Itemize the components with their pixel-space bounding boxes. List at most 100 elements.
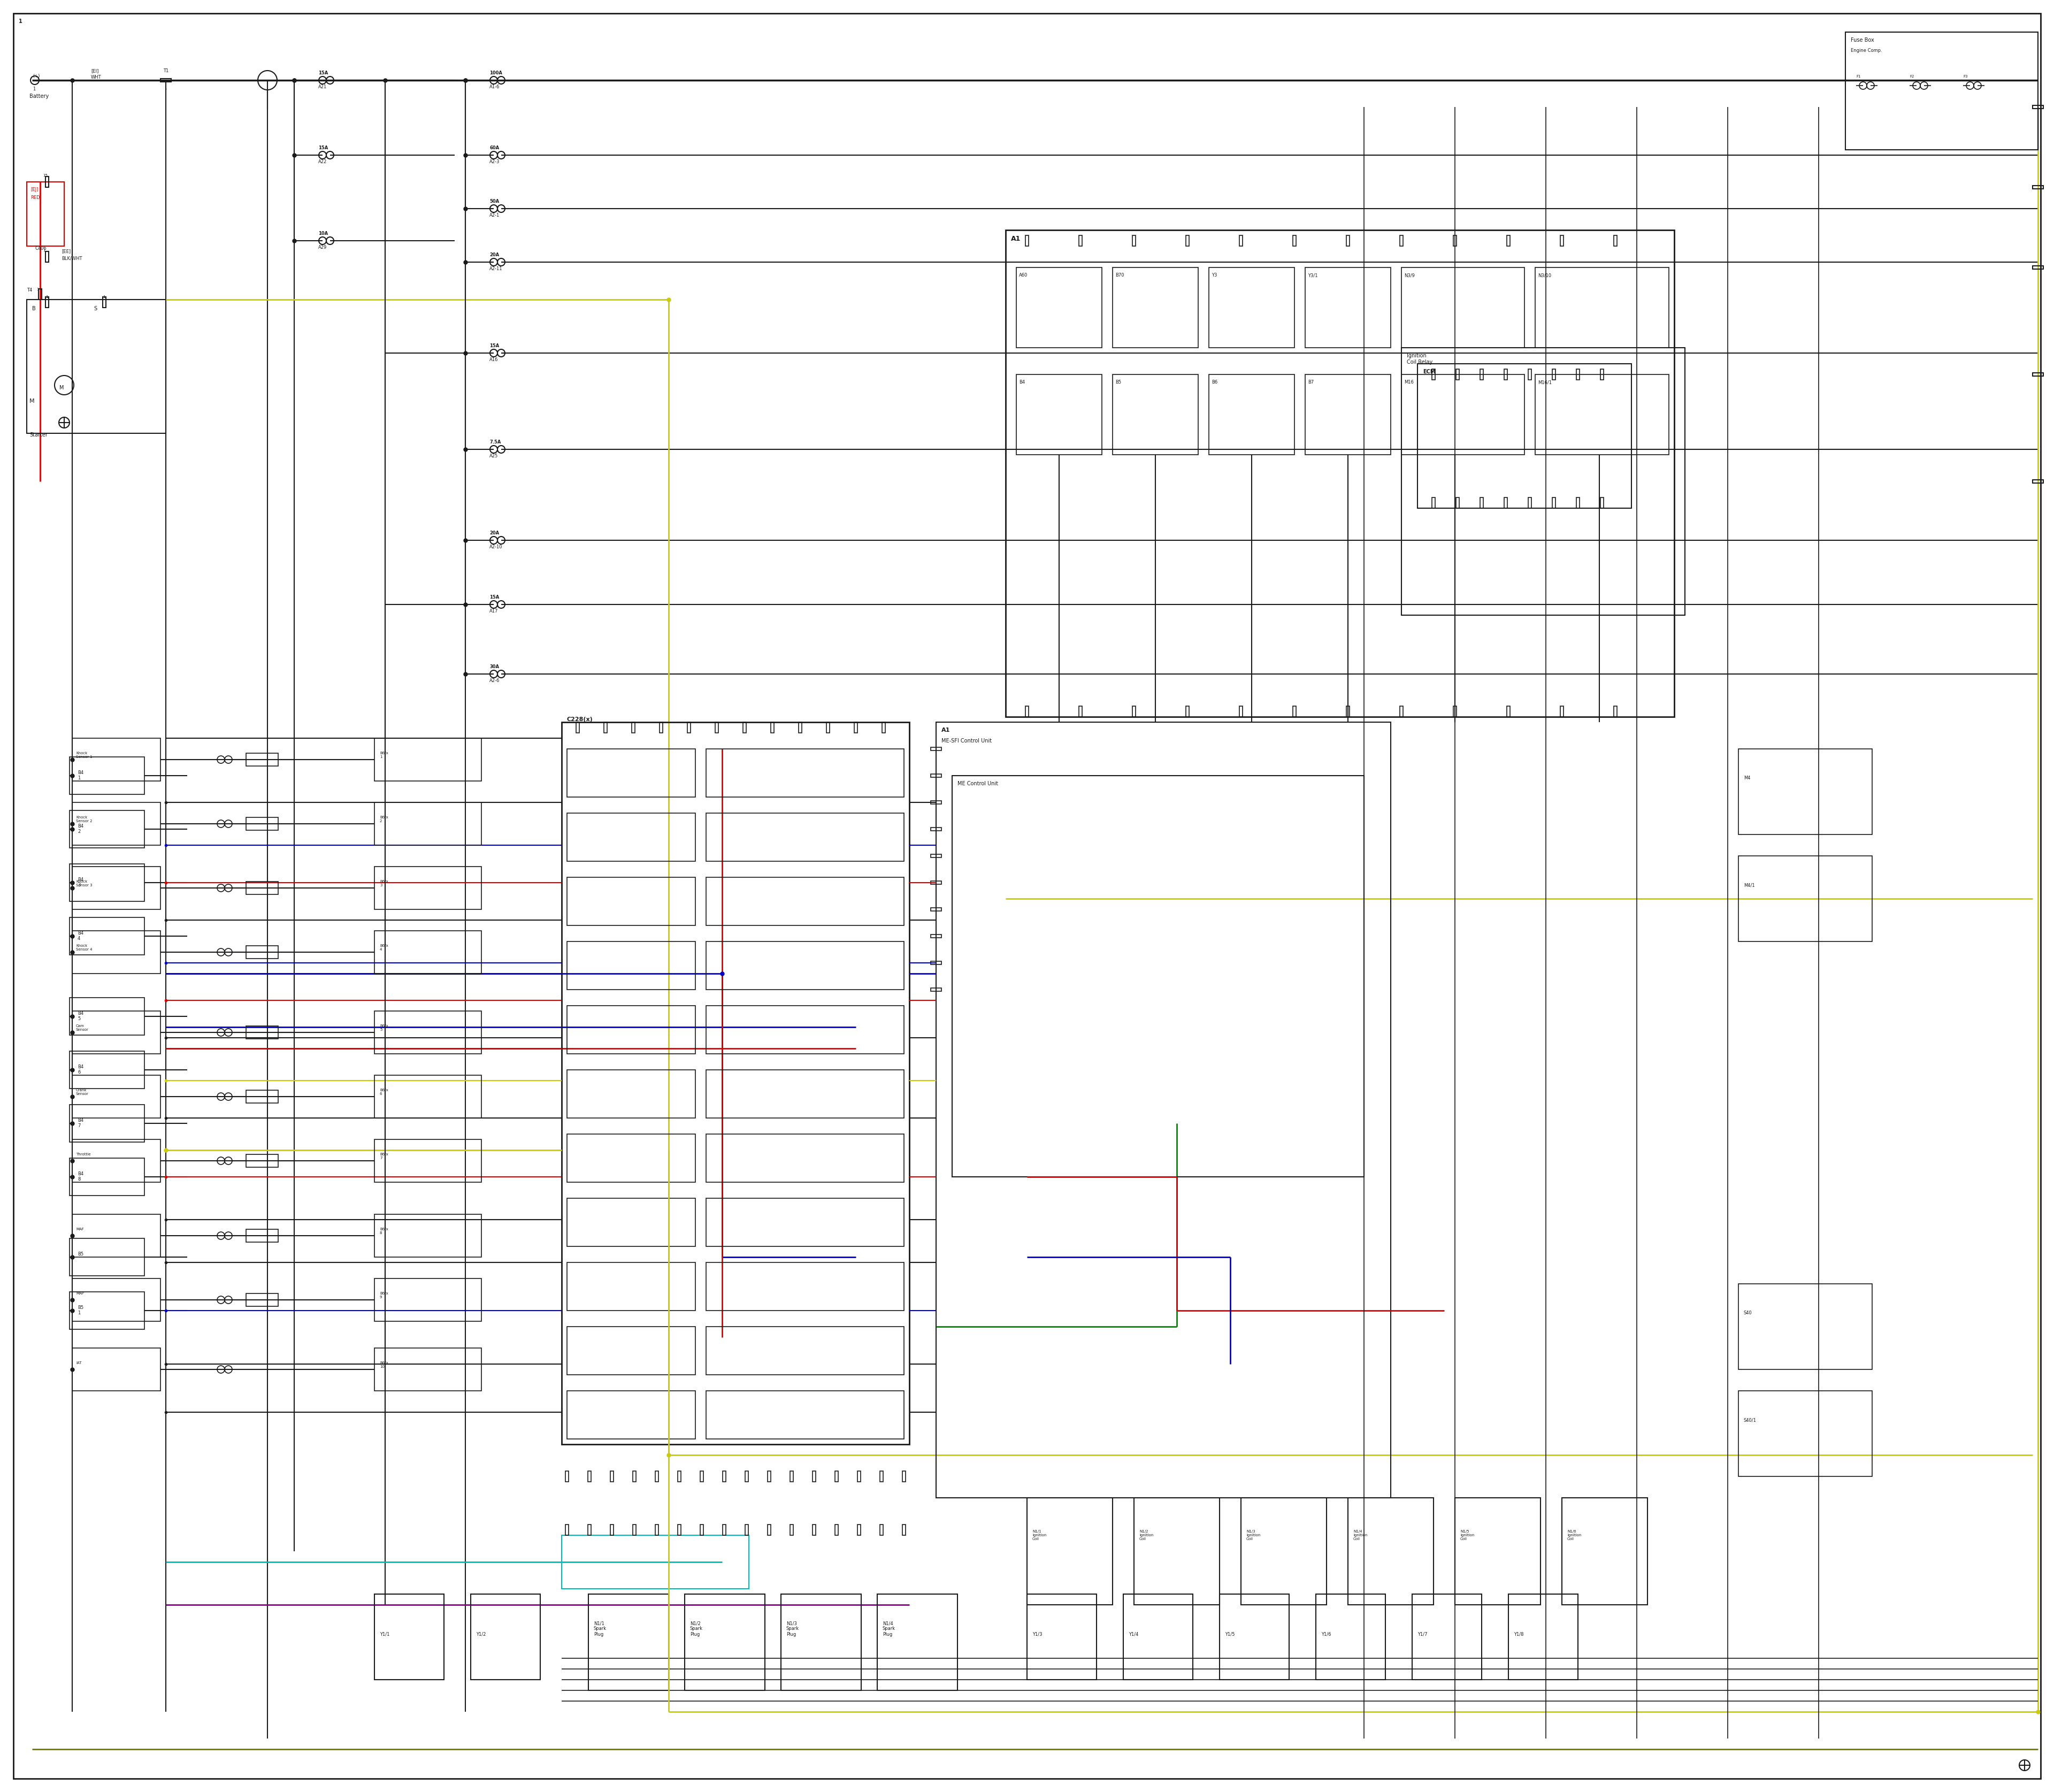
Bar xyxy=(857,1471,861,1482)
Bar xyxy=(246,1090,277,1104)
Bar xyxy=(1401,348,1684,615)
Text: C406: C406 xyxy=(35,246,47,251)
Bar xyxy=(374,1348,481,1391)
Bar xyxy=(746,1471,748,1482)
Text: B4
6: B4 6 xyxy=(78,1064,84,1075)
Bar xyxy=(1113,267,1197,348)
Bar xyxy=(1006,229,1674,717)
Bar xyxy=(1575,498,1580,509)
Text: M16: M16 xyxy=(1405,380,1413,385)
Bar xyxy=(604,722,608,733)
Bar xyxy=(854,722,857,733)
Bar xyxy=(2033,186,2044,188)
Text: B4
4: B4 4 xyxy=(78,930,84,941)
Text: N3/10: N3/10 xyxy=(1538,272,1551,278)
Bar xyxy=(561,722,910,1444)
Text: A1: A1 xyxy=(941,728,951,733)
Bar xyxy=(707,749,904,797)
Bar xyxy=(1432,498,1436,509)
Text: 15: 15 xyxy=(43,174,47,177)
Bar xyxy=(1220,1595,1290,1679)
Bar xyxy=(72,1348,160,1391)
Bar xyxy=(799,722,801,733)
Bar xyxy=(836,1471,838,1482)
Text: A1: A1 xyxy=(1011,235,1021,242)
Bar xyxy=(1600,369,1604,380)
Bar xyxy=(1025,235,1029,246)
Bar xyxy=(707,1262,904,1310)
Bar xyxy=(1454,235,1456,246)
Bar xyxy=(633,722,635,733)
Bar xyxy=(39,289,41,299)
Bar xyxy=(587,1595,670,1690)
Bar xyxy=(70,1158,144,1195)
Bar xyxy=(1345,706,1349,717)
Text: [EE]: [EE] xyxy=(62,249,70,253)
Text: A25: A25 xyxy=(489,453,499,459)
Bar xyxy=(1561,706,1563,717)
Bar xyxy=(374,1011,481,1054)
Bar xyxy=(70,1238,144,1276)
Bar xyxy=(655,1525,659,1536)
Bar xyxy=(707,1005,904,1054)
Text: 15A: 15A xyxy=(318,145,329,151)
Bar xyxy=(1132,706,1136,717)
Bar xyxy=(1185,235,1189,246)
Bar xyxy=(707,1070,904,1118)
Bar xyxy=(470,1595,540,1679)
Text: Y1/1: Y1/1 xyxy=(380,1631,390,1636)
Text: B6/x
5: B6/x 5 xyxy=(380,1025,388,1032)
Text: MAF: MAF xyxy=(76,1228,84,1231)
Text: B6: B6 xyxy=(1212,380,1218,385)
Bar xyxy=(684,1595,764,1690)
Text: A29: A29 xyxy=(318,246,327,249)
Text: ECM: ECM xyxy=(1423,369,1436,375)
Text: 1: 1 xyxy=(37,289,39,290)
Bar xyxy=(246,1294,277,1306)
Text: WHT: WHT xyxy=(90,75,101,79)
Bar xyxy=(45,251,49,262)
Text: T4: T4 xyxy=(27,289,33,292)
Text: B5: B5 xyxy=(78,1253,84,1256)
Text: B6/x
10: B6/x 10 xyxy=(380,1362,388,1369)
Text: 20A: 20A xyxy=(489,530,499,536)
Bar xyxy=(567,1262,696,1310)
Text: A2-6: A2-6 xyxy=(489,679,499,683)
Text: 1: 1 xyxy=(18,18,23,23)
Text: 10A: 10A xyxy=(318,231,329,237)
Bar xyxy=(1456,498,1458,509)
Text: N3/9: N3/9 xyxy=(1405,272,1415,278)
Text: Cam
Sensor: Cam Sensor xyxy=(76,1025,88,1032)
Bar xyxy=(1432,369,1436,380)
Bar xyxy=(374,1215,481,1256)
Bar xyxy=(567,1005,696,1054)
Bar xyxy=(659,722,663,733)
Text: Ignition
Coil Relay: Ignition Coil Relay xyxy=(1407,353,1432,364)
Bar xyxy=(1401,375,1524,455)
Bar xyxy=(826,722,830,733)
Bar xyxy=(567,1199,696,1247)
Text: N1/3
Ignition
Coil: N1/3 Ignition Coil xyxy=(1247,1530,1261,1541)
Bar xyxy=(1738,1391,1871,1477)
Text: F2: F2 xyxy=(1910,75,1914,79)
Text: C228(x): C228(x) xyxy=(567,717,594,722)
Text: ME Control Unit: ME Control Unit xyxy=(957,781,998,787)
Bar xyxy=(770,722,774,733)
Bar xyxy=(70,998,144,1036)
Text: M16/1: M16/1 xyxy=(1538,380,1551,385)
Bar xyxy=(1078,706,1082,717)
Text: 15A: 15A xyxy=(489,595,499,600)
Bar xyxy=(707,1199,904,1247)
Bar xyxy=(246,1027,277,1039)
Text: 20A: 20A xyxy=(489,253,499,258)
Bar xyxy=(902,1471,906,1482)
Bar xyxy=(565,1525,569,1536)
Text: B6/x
3: B6/x 3 xyxy=(380,880,388,887)
Bar xyxy=(2033,373,2044,376)
Bar xyxy=(1508,706,1510,717)
Text: S: S xyxy=(94,306,97,312)
Bar xyxy=(246,1229,277,1242)
Bar xyxy=(1134,1498,1220,1606)
Text: B4
7: B4 7 xyxy=(78,1118,84,1129)
Text: [EJ]: [EJ] xyxy=(31,186,39,192)
